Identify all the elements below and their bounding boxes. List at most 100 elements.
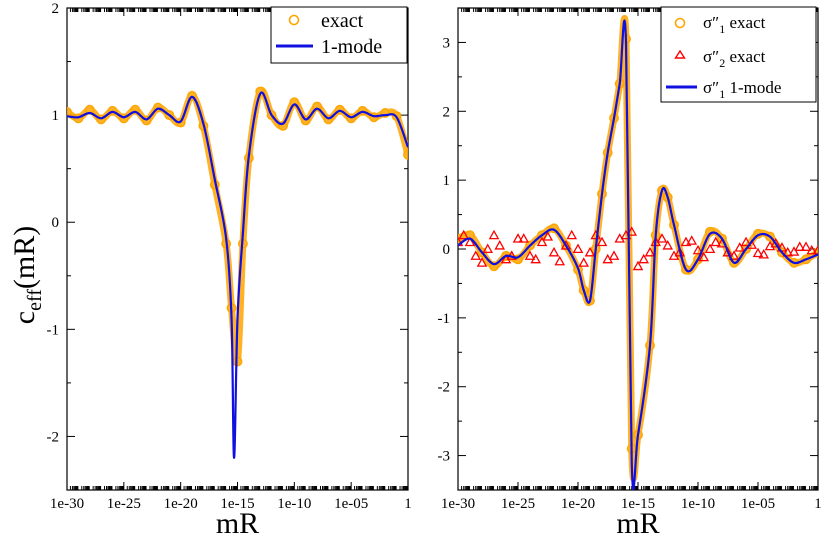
- right-legend: σ″1 exact σ″2 exact σ″1 1-mode: [660, 6, 817, 103]
- right-exact-point: [801, 254, 811, 265]
- left-plot-frame: [66, 7, 409, 491]
- left-exact-point: [266, 110, 277, 121]
- right-triangle-point: [680, 236, 692, 247]
- right-triangle-point: [692, 244, 704, 255]
- right-triangle-point: [476, 257, 488, 267]
- right-triangle-point: [704, 243, 716, 254]
- right-triangle-point: [632, 260, 644, 271]
- right-x-tick-label: 1: [814, 496, 821, 512]
- legend-s1-exact-label: σ″1 exact: [703, 13, 766, 36]
- right-x-tick-label: 1e-25: [501, 496, 535, 512]
- left-ylabel: ceff(mR): [8, 226, 46, 325]
- right-y-tick-label: 2: [443, 104, 451, 120]
- left-legend: exact 1-mode: [270, 6, 408, 64]
- left-x-tick-label: 1e-25: [107, 496, 141, 512]
- right-series-1: [458, 226, 818, 271]
- left-exact-point: [96, 114, 107, 125]
- legend-one-mode-label: 1-mode: [321, 36, 382, 58]
- right-triangle-point: [782, 246, 794, 257]
- left-exact-point: [403, 149, 408, 160]
- left-exact-point: [346, 113, 357, 124]
- right-one-mode-line: [458, 19, 818, 490]
- right-triangle-point: [806, 244, 818, 255]
- right-x-tick-label: 1e-05: [741, 496, 775, 512]
- right-triangle-point: [788, 246, 800, 256]
- left-y-tick-label: -2: [47, 429, 60, 445]
- right-triangle-point: [572, 243, 584, 254]
- right-triangle-point: [740, 236, 752, 247]
- right-triangle-point: [656, 233, 668, 243]
- right-x-tick-label: 1e-20: [561, 496, 595, 512]
- right-triangle-point: [596, 236, 608, 247]
- right-triangle-point: [674, 246, 686, 257]
- left-plot-area: [67, 86, 408, 459]
- right-triangle-point: [800, 241, 812, 251]
- right-y-tick-label: -3: [438, 449, 451, 465]
- left-exact-point: [130, 104, 141, 115]
- left-exact-point: [67, 106, 72, 117]
- right-triangle-point: [608, 250, 620, 260]
- right-exact-point: [489, 261, 499, 272]
- right-exact-point: [693, 254, 703, 265]
- left-x-tick-label: 1e-10: [277, 496, 311, 512]
- right-triangle-point: [458, 229, 470, 240]
- right-triangle-point: [542, 231, 554, 241]
- left-exact-point: [380, 108, 391, 118]
- right-triangle-point: [518, 233, 530, 243]
- right-xlabel: mR: [616, 507, 659, 540]
- left-panel: ceff(mR) 1e-30 1e-25 1e-20 1e-15 1e-10 1e-05 1…: [8, 1, 412, 540]
- right-triangle-point: [530, 253, 542, 264]
- right-triangle-point: [734, 242, 746, 252]
- right-triangle-point: [794, 241, 806, 251]
- right-triangle-point: [494, 240, 506, 250]
- left-exact-point: [141, 115, 152, 126]
- left-x-tick-label: 1e-20: [164, 496, 198, 512]
- left-xlabel: mR: [216, 507, 259, 540]
- left-y-tick-label: 1: [52, 108, 60, 124]
- right-y-tick-label: 1: [443, 173, 451, 189]
- right-triangle-point: [728, 250, 740, 260]
- right-triangle-point: [698, 251, 710, 262]
- legend-s2-exact-label: σ″2 exact: [703, 47, 766, 70]
- right-triangle-point: [644, 246, 656, 257]
- right-exact-point: [549, 223, 559, 234]
- right-triangle-point: [524, 250, 536, 260]
- right-exact-point: [777, 247, 787, 258]
- right-triangle-point: [488, 229, 500, 240]
- right-triangle-point: [470, 250, 482, 260]
- left-exact-point: [300, 115, 311, 126]
- left-legend-box: [270, 6, 408, 64]
- right-triangle-point: [770, 237, 782, 248]
- right-exact-point: [741, 244, 751, 254]
- right-exact-point: [729, 257, 739, 268]
- right-triangle-point: [458, 236, 464, 247]
- left-exact-point: [289, 97, 300, 108]
- right-triangle-point: [578, 257, 590, 267]
- left-y-tick-label: 0: [52, 215, 60, 231]
- left-one-mode-line: [67, 91, 408, 459]
- legend-exact-label: exact: [321, 10, 364, 32]
- right-exact-point: [662, 192, 673, 203]
- right-triangle-point: [560, 240, 572, 250]
- left-y-tick-label: -1: [47, 322, 60, 338]
- legend-s2-exact-marker: [674, 49, 686, 59]
- left-exact-point: [357, 105, 368, 116]
- right-triangle-point: [812, 244, 818, 255]
- right-x-tick-label: 1e-10: [681, 496, 715, 512]
- left-x-tick-label: 1e-15: [220, 496, 254, 512]
- right-triangle-point: [512, 233, 524, 243]
- right-x-tick-label: 1e-30: [441, 496, 475, 512]
- right-triangle-point: [536, 236, 548, 247]
- left-exact-point: [164, 110, 175, 121]
- right-triangle-point: [548, 246, 560, 257]
- right-panel: 1e-30 1e-25 1e-20 1e-15 1e-10 1e-05 1 -3 -2 -1 0 1 2…: [438, 6, 821, 540]
- legend-s1-exact-marker: [674, 17, 686, 29]
- right-triangle-point: [722, 246, 734, 257]
- right-triangle-point: [638, 253, 650, 264]
- right-plot-area: [458, 14, 818, 490]
- right-triangle-point: [758, 248, 770, 259]
- right-triangle-point: [710, 236, 722, 247]
- right-x-tick-label: 1e-15: [621, 496, 655, 512]
- right-exact-point: [717, 233, 727, 244]
